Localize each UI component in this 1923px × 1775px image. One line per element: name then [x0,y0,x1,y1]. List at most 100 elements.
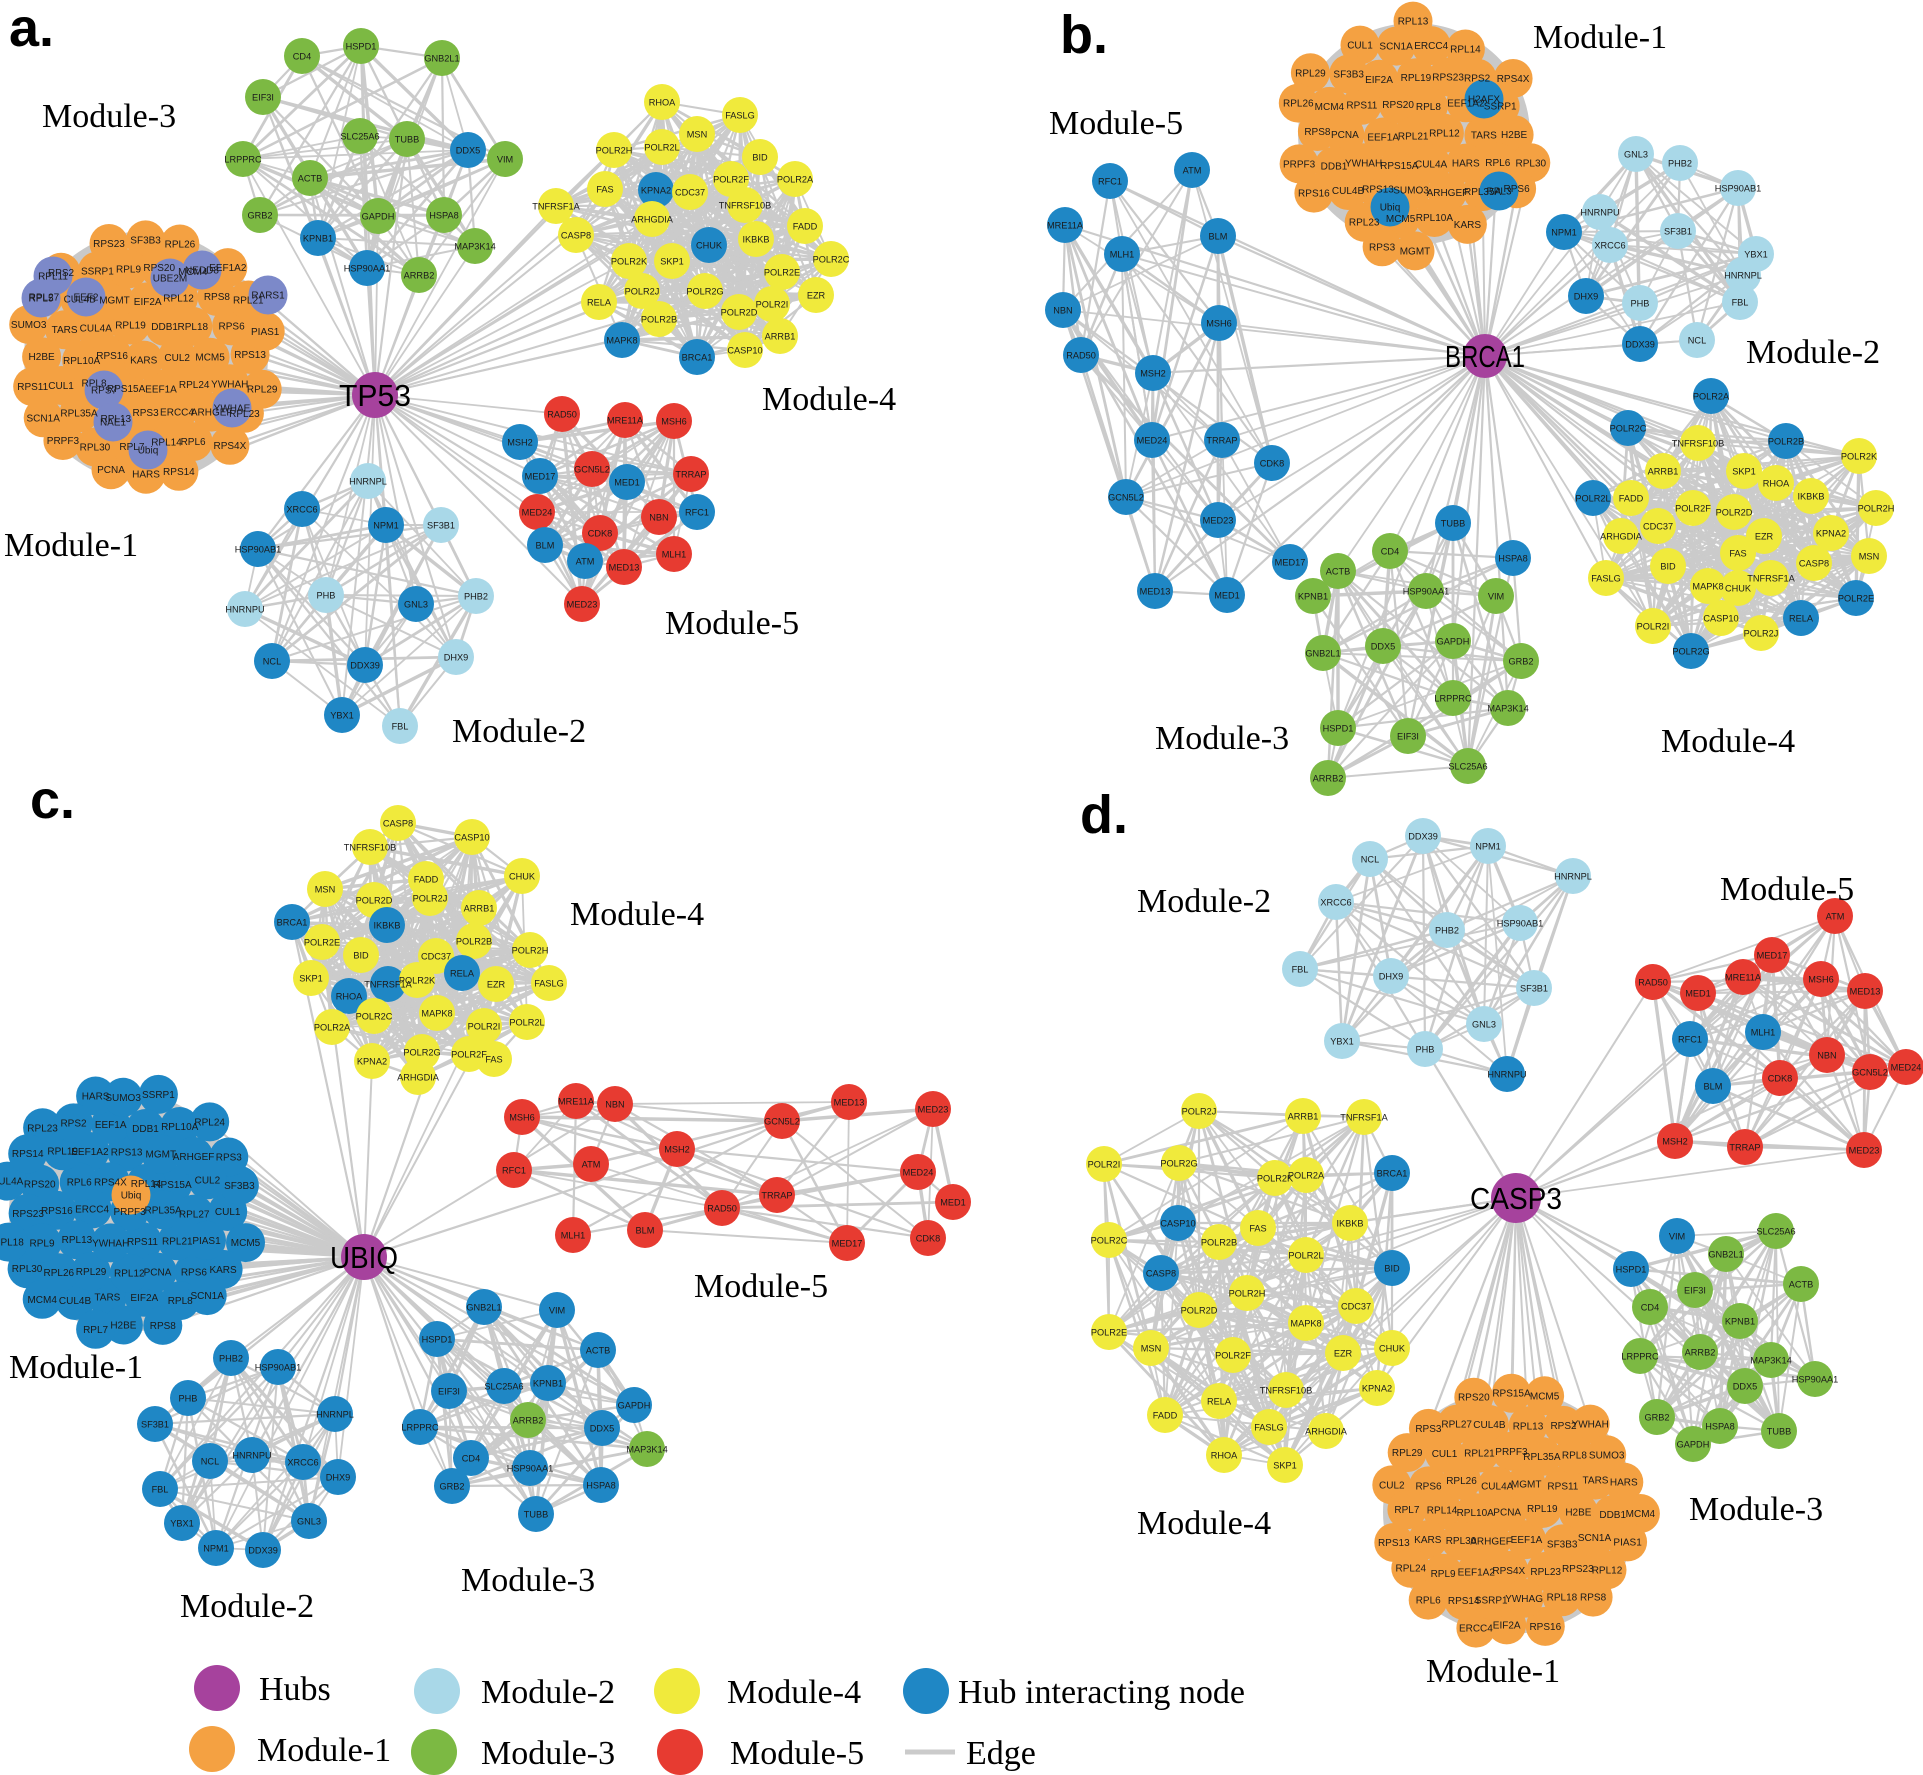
svg-text:LRPPRC: LRPPRC [224,154,262,164]
svg-text:CASP3: CASP3 [1470,1181,1562,1216]
svg-text:RPL8: RPL8 [1416,102,1441,113]
svg-text:POLR2B: POLR2B [1201,1237,1237,1247]
svg-text:KPNA2: KPNA2 [1816,528,1846,538]
svg-text:MCM5: MCM5 [1386,214,1416,225]
svg-text:PRPF3: PRPF3 [1495,1447,1528,1458]
svg-text:CD4: CD4 [1381,546,1399,556]
svg-text:Module-2: Module-2 [1746,334,1880,371]
svg-text:TNFRSF10B: TNFRSF10B [344,842,397,852]
svg-text:CASP8: CASP8 [1799,558,1829,568]
svg-text:MED24: MED24 [1137,435,1168,445]
svg-text:SSRP1: SSRP1 [81,267,114,278]
svg-text:RPS6: RPS6 [181,1268,208,1279]
svg-text:YWHAG: YWHAG [1505,1594,1543,1605]
svg-text:TNFRSF1A: TNFRSF1A [532,201,580,211]
svg-text:YBX1: YBX1 [1744,249,1768,259]
svg-text:MLH1: MLH1 [561,1230,586,1240]
svg-text:GAPDH: GAPDH [618,1400,651,1410]
svg-text:FBL: FBL [392,721,409,731]
svg-text:RPL35A: RPL35A [60,409,98,420]
svg-text:HARS: HARS [132,470,160,481]
svg-text:CHUK: CHUK [509,871,536,881]
svg-text:GCN5L2: GCN5L2 [1108,492,1144,502]
svg-text:Module-2: Module-2 [452,713,586,750]
svg-text:POLR2H: POLR2H [1858,503,1895,513]
svg-text:PIAS1: PIAS1 [192,1236,221,1247]
svg-text:HSP90AB1: HSP90AB1 [1497,918,1543,928]
svg-text:RPS15A: RPS15A [1492,1389,1531,1400]
svg-text:EEF1A2: EEF1A2 [1447,98,1485,109]
svg-text:CD4: CD4 [1641,1302,1659,1312]
svg-text:MED1: MED1 [940,1197,966,1207]
svg-text:HSP90AB1: HSP90AB1 [255,1362,301,1372]
svg-text:MED23: MED23 [1203,515,1234,525]
svg-text:RHOA: RHOA [336,991,363,1001]
svg-text:CDC37: CDC37 [1643,521,1673,531]
svg-text:ERCC4: ERCC4 [160,408,194,419]
svg-text:PIAS1: PIAS1 [1613,1537,1642,1548]
svg-text:FASLG: FASLG [1254,1422,1284,1432]
svg-text:Ubiq: Ubiq [121,1191,142,1202]
svg-text:RPL29: RPL29 [1295,68,1326,79]
svg-text:Module-3: Module-3 [481,1735,615,1772]
svg-text:BRCA1: BRCA1 [277,917,308,927]
svg-text:RPS7: RPS7 [91,386,118,397]
svg-text:RPS11: RPS11 [127,1237,158,1248]
svg-text:RPL26: RPL26 [165,240,196,251]
svg-text:NCL: NCL [1361,854,1379,864]
svg-text:RAD50: RAD50 [707,1203,737,1213]
svg-text:RPL35A: RPL35A [1464,187,1502,198]
svg-text:RPS2: RPS2 [60,1118,87,1129]
svg-text:POLR2H: POLR2H [596,145,633,155]
svg-text:RPS8: RPS8 [1304,127,1331,138]
svg-text:NCL: NCL [201,1456,219,1466]
svg-text:HSPA8: HSPA8 [1498,553,1527,563]
svg-text:CHUK: CHUK [1379,1343,1406,1353]
svg-text:RPL14: RPL14 [131,1179,162,1190]
svg-text:DDX5: DDX5 [1733,1381,1758,1391]
svg-text:RPL13: RPL13 [1513,1421,1544,1432]
svg-text:Edge: Edge [966,1735,1036,1772]
svg-text:POLR2F: POLR2F [1675,503,1711,513]
svg-text:Module-3: Module-3 [461,1562,595,1599]
svg-text:FASLG: FASLG [1591,573,1621,583]
svg-text:RPS8: RPS8 [150,1321,177,1332]
svg-text:RPL7: RPL7 [119,442,144,453]
svg-text:RPL8: RPL8 [1562,1450,1587,1461]
svg-text:RPS20: RPS20 [24,1180,56,1191]
svg-text:Hubs: Hubs [259,1671,331,1708]
svg-text:ARRB1: ARRB1 [1288,1111,1319,1121]
svg-text:TUBB: TUBB [1441,518,1466,528]
svg-text:DDB1: DDB1 [1599,1510,1626,1521]
svg-text:MED1: MED1 [1214,590,1240,600]
svg-text:Module-4: Module-4 [570,896,704,933]
svg-text:RPL10A: RPL10A [1416,213,1454,224]
svg-text:BRCA1: BRCA1 [1377,1168,1408,1178]
svg-text:DDX39: DDX39 [350,660,380,670]
svg-text:RPL21: RPL21 [233,296,264,307]
svg-text:EEF1A: EEF1A [1367,133,1399,144]
svg-text:EZR: EZR [1334,1348,1353,1358]
svg-text:EIF3I: EIF3I [1397,731,1419,741]
svg-text:RPL24: RPL24 [194,1117,225,1128]
svg-text:KPNB1: KPNB1 [533,1378,563,1388]
svg-text:POLR2B: POLR2B [641,314,677,324]
svg-text:EEF1A2: EEF1A2 [71,1147,109,1158]
svg-text:SF3B1: SF3B1 [1520,983,1548,993]
svg-text:TNFRSF10B: TNFRSF10B [1260,1385,1313,1395]
svg-text:KARS: KARS [1414,1535,1442,1546]
svg-text:POLR2I: POLR2I [756,299,789,309]
svg-text:SUMO3: SUMO3 [105,1093,141,1104]
svg-text:b.: b. [1060,5,1108,65]
svg-text:RPS4X: RPS4X [1497,74,1530,85]
svg-text:NPM1: NPM1 [1551,227,1577,237]
svg-text:TUBB: TUBB [1767,1426,1792,1436]
svg-text:RPL24: RPL24 [179,380,210,391]
svg-text:MLH1: MLH1 [1751,1027,1776,1037]
svg-text:RPS2: RPS2 [1550,1421,1577,1432]
svg-text:FADD: FADD [1619,493,1644,503]
svg-text:HNRNPL: HNRNPL [1554,871,1592,881]
svg-text:FBL: FBL [152,1484,169,1494]
svg-text:ACTB: ACTB [586,1345,611,1355]
svg-text:MGMT: MGMT [1511,1480,1542,1491]
